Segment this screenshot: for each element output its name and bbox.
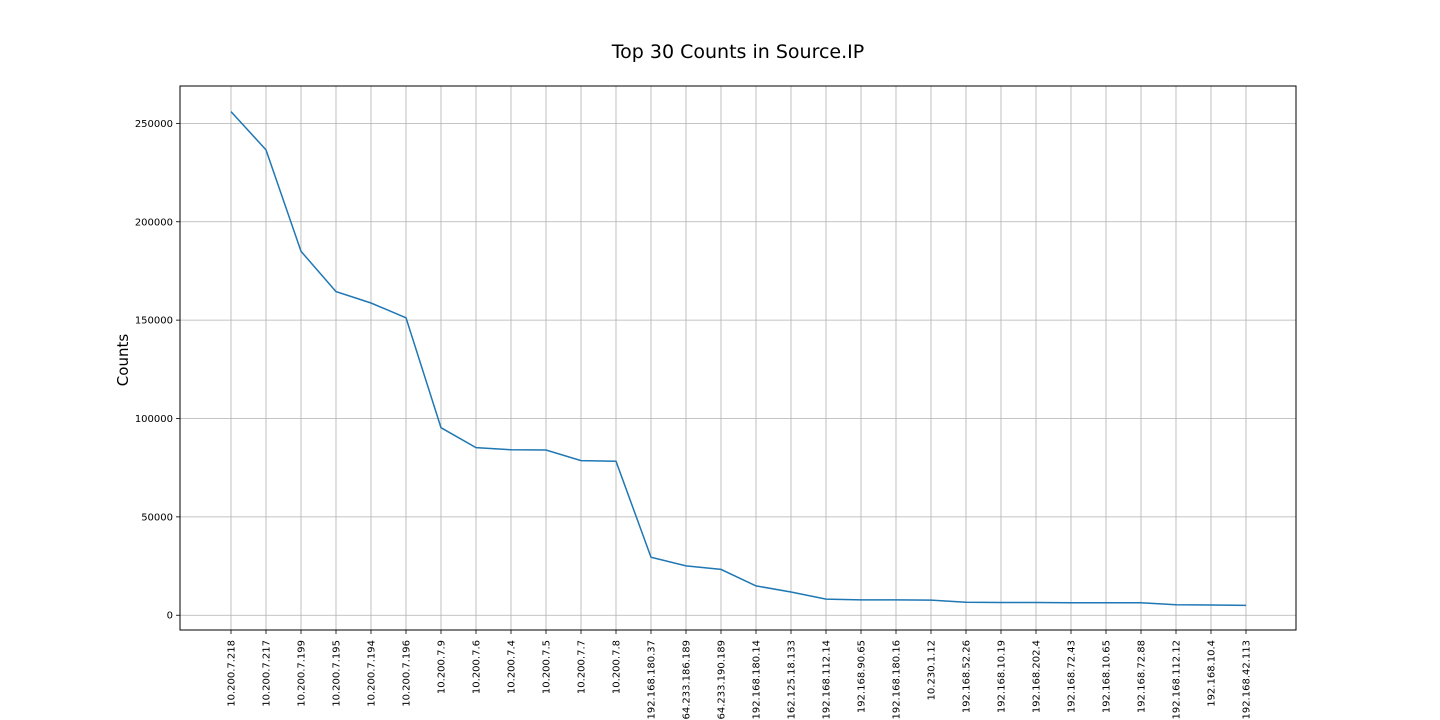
x-tick-label: 10.200.7.195 xyxy=(332,640,343,707)
x-tick-label: 10.200.7.218 xyxy=(227,640,238,707)
x-tick-label: 192.168.90.65 xyxy=(857,640,868,713)
y-tick-label: 200000 xyxy=(135,217,173,228)
x-tick-label: 192.168.52.26 xyxy=(962,640,973,713)
x-tick-label: 10.200.7.9 xyxy=(437,640,448,694)
x-tick-label: 192.168.180.37 xyxy=(647,640,658,720)
x-tick-label: 192.168.42.113 xyxy=(1242,640,1253,720)
x-tick-label: 192.168.112.12 xyxy=(1172,640,1183,720)
x-tick-label: 10.200.7.196 xyxy=(402,640,413,707)
x-tick-label: 10.200.7.6 xyxy=(472,640,483,694)
y-tick-label: 0 xyxy=(167,611,173,622)
x-tick-label: 10.200.7.7 xyxy=(577,640,588,694)
x-tick-label: 192.168.72.88 xyxy=(1137,640,1148,713)
x-tick-label: 10.200.7.4 xyxy=(507,640,518,694)
series-line-group xyxy=(230,111,1247,607)
x-tick-label: 192.168.202.4 xyxy=(1032,640,1043,713)
chart-title: Top 30 Counts in Source.IP xyxy=(611,41,864,63)
x-tick-label: 162.125.18.133 xyxy=(787,640,798,720)
x-tick-label: 10.230.1.12 xyxy=(927,640,938,700)
x-tick-label: 192.168.112.14 xyxy=(822,640,833,720)
x-tick-label: 192.168.180.16 xyxy=(892,640,903,720)
x-tick-label: 192.168.72.43 xyxy=(1067,640,1078,713)
x-tick-label: 10.200.7.8 xyxy=(612,640,623,694)
axis-ticks: 10.200.7.218 10.200.7.217 10.200.7.199 10.2… xyxy=(135,119,1253,720)
x-tick-label: 64.233.190.189 xyxy=(717,640,728,720)
x-tick-label: 10.200.7.5 xyxy=(542,640,553,694)
y-axis-label: Counts xyxy=(114,334,132,387)
x-tick-label: 192.168.10.65 xyxy=(1102,640,1113,713)
x-tick-label: 10.200.7.199 xyxy=(297,640,308,707)
y-tick-label: 50000 xyxy=(141,512,173,523)
x-tick-label: 10.200.7.194 xyxy=(367,640,378,707)
x-tick-label: 192.168.180.14 xyxy=(752,640,763,720)
series-line xyxy=(230,111,1247,607)
y-tick-label: 100000 xyxy=(135,414,173,425)
y-tick-label: 150000 xyxy=(135,316,173,327)
x-tick-label: 64.233.186.189 xyxy=(682,640,693,720)
x-tick-label: 192.168.10.4 xyxy=(1207,640,1218,707)
x-tick-label: 192.168.10.19 xyxy=(997,640,1008,713)
grid xyxy=(180,86,1296,630)
x-tick-label: 10.200.7.217 xyxy=(262,640,273,707)
y-tick-label: 250000 xyxy=(135,119,173,130)
plot-frame xyxy=(179,85,1297,631)
